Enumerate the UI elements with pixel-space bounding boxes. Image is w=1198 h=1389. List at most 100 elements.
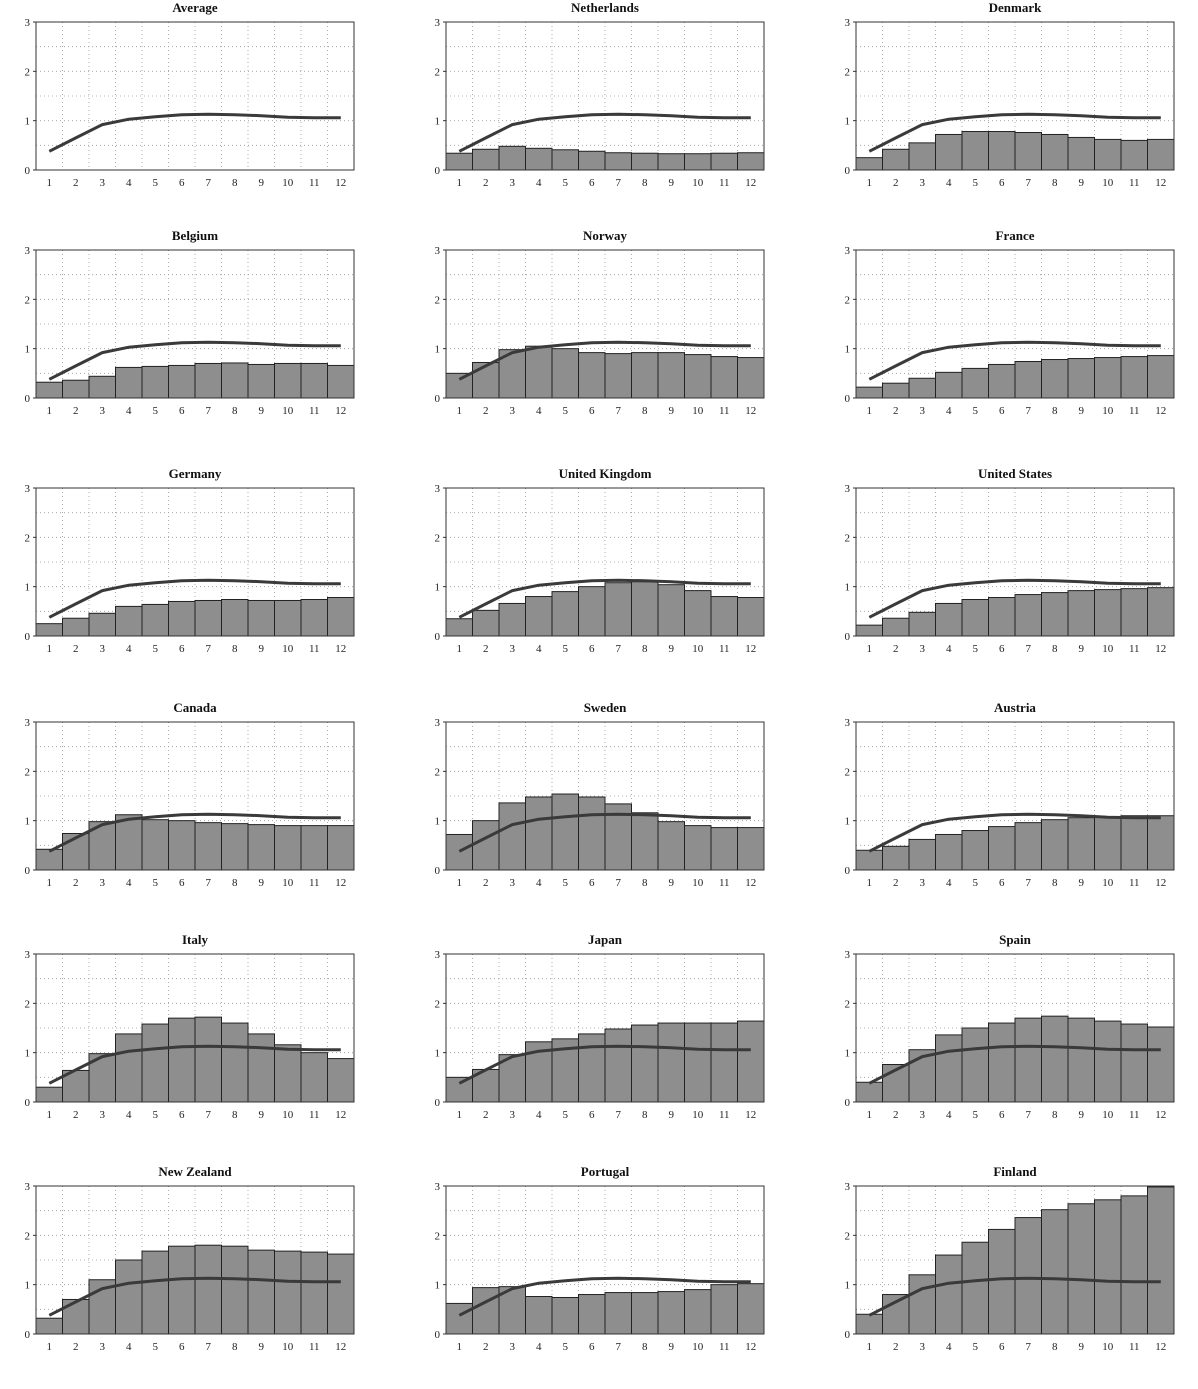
series-line — [48, 112, 341, 153]
x-tick-label: 4 — [126, 1341, 132, 1353]
y-tick-label: 0 — [435, 165, 441, 177]
plot-frame — [855, 487, 1175, 637]
bar — [578, 796, 606, 871]
x-tick-label: 6 — [179, 877, 185, 889]
x-tick-label: 7 — [206, 177, 212, 189]
bar — [247, 1033, 275, 1103]
y-tick-label: 3 — [25, 17, 31, 29]
x-tick-label: 6 — [999, 1341, 1005, 1353]
x-tick-label: 10 — [282, 877, 294, 889]
bar — [1041, 592, 1069, 637]
y-tick-label: 2 — [845, 294, 851, 306]
bar — [1120, 1195, 1148, 1335]
x-tick-label: 8 — [642, 877, 648, 889]
bar — [168, 1245, 196, 1335]
chart-panel: Finland 0 1 2 3 1 2 3 4 5 6 7 8 9 10 11 12 — [820, 1164, 1198, 1389]
bar — [274, 599, 302, 637]
bar — [141, 1023, 169, 1103]
x-tick-label: 3 — [100, 877, 106, 889]
x-tick-label: 1 — [867, 177, 873, 189]
plot-frame — [445, 721, 765, 871]
bar — [710, 827, 738, 871]
bar — [1067, 590, 1095, 637]
bar — [1147, 1026, 1175, 1103]
y-tick-label: 0 — [435, 1329, 441, 1341]
bar — [445, 152, 473, 171]
y-tick-label: 3 — [845, 1181, 851, 1193]
x-tick-label: 6 — [589, 877, 595, 889]
bar — [62, 1298, 90, 1335]
chart-panel: Germany 0 1 2 3 1 2 3 4 5 6 7 8 9 10 11 12 — [0, 466, 390, 691]
y-tick-label: 2 — [435, 766, 441, 778]
x-tick-label: 7 — [1026, 1109, 1032, 1121]
bar — [472, 148, 500, 171]
bar — [525, 147, 553, 171]
bar — [551, 1296, 579, 1335]
x-tick-label: 9 — [1079, 177, 1085, 189]
y-tick-label: 1 — [435, 116, 441, 128]
x-tick-label: 5 — [973, 1341, 979, 1353]
x-tick-label: 11 — [719, 405, 730, 417]
x-tick-label: 5 — [563, 177, 569, 189]
chart-panel: Belgium 0 1 2 3 1 2 3 4 5 6 7 8 9 10 11 12 — [0, 228, 390, 453]
bar — [604, 152, 632, 171]
bar — [1014, 1017, 1042, 1103]
x-tick-label: 6 — [179, 643, 185, 655]
bar — [35, 1317, 63, 1335]
bar — [35, 381, 63, 399]
chart-panel: Netherlands 0 1 2 3 1 2 3 4 5 6 7 8 9 10 11 12 — [410, 0, 800, 225]
x-tick-label: 7 — [1026, 1341, 1032, 1353]
x-tick-label: 12 — [1155, 1341, 1166, 1353]
bar — [604, 582, 632, 637]
bar — [194, 822, 222, 871]
x-tick-label: 4 — [536, 1341, 542, 1353]
y-tick-label: 0 — [845, 393, 851, 405]
bar — [247, 599, 275, 637]
y-tick-label: 2 — [25, 532, 31, 544]
x-tick-label: 11 — [309, 177, 320, 189]
bar — [247, 1249, 275, 1335]
series-line — [458, 812, 751, 853]
x-tick-label: 6 — [589, 405, 595, 417]
bar — [1041, 1015, 1069, 1103]
x-tick-label: 11 — [719, 1109, 730, 1121]
x-tick-label: 2 — [893, 643, 899, 655]
x-tick-label: 4 — [126, 643, 132, 655]
x-tick-label: 1 — [47, 643, 53, 655]
y-tick-label: 1 — [845, 816, 851, 828]
x-tick-label: 12 — [745, 1341, 756, 1353]
y-tick-label: 0 — [25, 865, 31, 877]
x-tick-label: 10 — [1102, 643, 1114, 655]
bar — [855, 157, 883, 171]
x-tick-label: 2 — [73, 1341, 79, 1353]
bar — [737, 1020, 765, 1103]
x-tick-label: 4 — [126, 877, 132, 889]
x-tick-label: 1 — [47, 405, 53, 417]
x-tick-label: 8 — [1052, 405, 1058, 417]
y-tick-label: 1 — [25, 1280, 31, 1292]
plot-frame — [35, 21, 355, 171]
x-tick-label: 12 — [745, 1109, 756, 1121]
series-line — [868, 112, 1161, 153]
x-tick-label: 8 — [642, 643, 648, 655]
x-tick-label: 1 — [47, 1109, 53, 1121]
y-tick-label: 3 — [845, 483, 851, 495]
bar — [115, 814, 143, 871]
bar — [1120, 139, 1148, 171]
x-tick-label: 6 — [589, 177, 595, 189]
x-tick-label: 6 — [589, 643, 595, 655]
bar — [988, 1022, 1016, 1103]
grid-lines — [446, 22, 764, 170]
x-tick-label: 11 — [719, 877, 730, 889]
bar — [988, 1228, 1016, 1335]
bar — [551, 149, 579, 171]
bar — [882, 382, 910, 399]
bar — [1067, 358, 1095, 399]
bar — [141, 603, 169, 637]
grid-lines — [446, 954, 764, 1102]
x-tick-label: 10 — [692, 643, 704, 655]
